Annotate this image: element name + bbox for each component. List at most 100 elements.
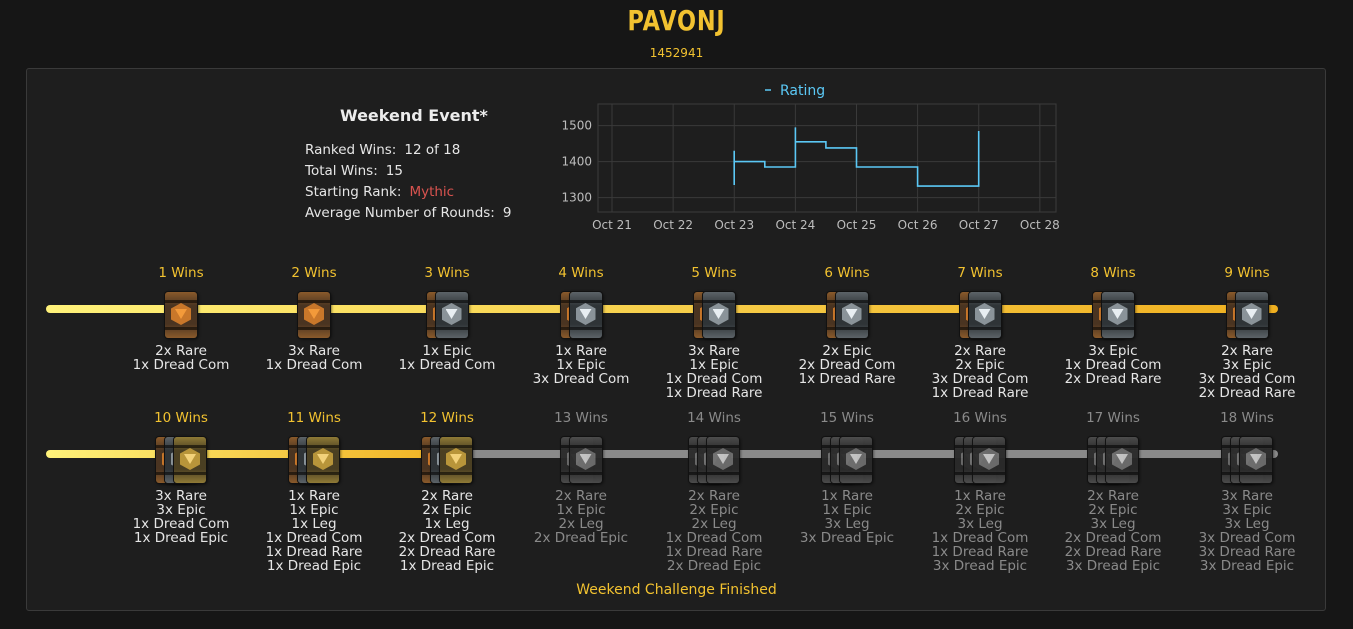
- reward-packs: [915, 427, 1045, 485]
- reward-packs: [649, 427, 779, 485]
- card-pack-icon: [569, 437, 602, 483]
- stat-label: Average Number of Rounds:: [305, 205, 495, 221]
- track-progress-filled: [46, 305, 1278, 313]
- reward-milestone[interactable]: 7 Wins 2x Rare 2x Epic 3x Dread Com 1x Dread…: [915, 264, 1045, 400]
- reward-item-line: 2x Dread Epic: [533, 530, 629, 546]
- card-pack-icon: [1240, 437, 1272, 483]
- chart-plot-frame: [597, 103, 1057, 213]
- chart-x-tick-label: Oct 24: [775, 218, 815, 232]
- reward-milestone[interactable]: 16 Wins 1x Rare 2x Epic 3x Leg 1x Dread Com 1…: [915, 409, 1045, 573]
- reward-item-line: 2x Epic: [422, 502, 472, 518]
- pack-strap: [1101, 300, 1134, 303]
- card-pack-icon: [569, 292, 602, 338]
- reward-item-line: 1x Rare: [954, 488, 1006, 504]
- pack-strap: [1101, 327, 1134, 330]
- reward-item-line: 3x Leg: [1224, 516, 1270, 532]
- event-panel: [26, 68, 1326, 611]
- reward-item-line: 3x Leg: [957, 516, 1003, 532]
- reward-item-line: 1x Epic: [556, 357, 606, 373]
- reward-milestone[interactable]: 9 Wins 2x Rare 3x Epic 3x Dread Com 2x Dread…: [1182, 264, 1312, 400]
- pack-triangle-icon: [579, 309, 592, 319]
- reward-milestone[interactable]: 5 Wins 3x Rare 1x Epic 1x Dread Com 1x Dread…: [649, 264, 779, 400]
- reward-items: 3x Epic 1x Dread Com 2x Dread Rare: [1048, 344, 1178, 386]
- reward-milestone[interactable]: 18 Wins 3x Rare 3x Epic 3x Leg 3x Dread Com 3…: [1182, 409, 1312, 573]
- reward-milestone[interactable]: 15 Wins 1x Rare 1x Epic 3x Leg 3x Dread Epic: [782, 409, 912, 545]
- card-pack-icon: [707, 437, 739, 483]
- pack-strap: [298, 327, 330, 330]
- reward-item-line: 2x Rare: [555, 488, 607, 504]
- reward-item-line: 3x Dread Epic: [1199, 558, 1295, 574]
- reward-item-line: 3x Dread Rare: [1198, 544, 1296, 560]
- pack-strap: [435, 327, 468, 330]
- footer-status: Weekend Challenge Finished: [576, 582, 777, 598]
- reward-wins-label: 13 Wins: [554, 410, 608, 426]
- reward-milestone[interactable]: 4 Wins 1x Rare 1x Epic 3x Dread Com: [516, 264, 646, 386]
- card-pack-icon: [1101, 292, 1134, 338]
- reward-milestone[interactable]: 8 Wins 3x Epic 1x Dread Com 2x Dread Rare: [1048, 264, 1178, 386]
- reward-item-line: 2x Rare: [954, 343, 1006, 359]
- reward-item-line: 2x Dread Com: [1064, 530, 1162, 546]
- card-pack-icon: [973, 437, 1005, 483]
- stat-value-rank: Mythic: [409, 184, 455, 200]
- reward-packs: [382, 427, 512, 485]
- reward-item-line: 1x Dread Com: [265, 357, 363, 373]
- reward-item-line: 1x Rare: [288, 488, 340, 504]
- reward-milestone[interactable]: 14 Wins 2x Rare 2x Epic 2x Leg 1x Dread Com 1…: [649, 409, 779, 573]
- pack-triangle-icon: [1111, 309, 1124, 319]
- reward-item-line: 1x Dread Com: [265, 530, 363, 546]
- pack-strap: [702, 327, 735, 330]
- card-pack-icon: [840, 437, 872, 483]
- reward-milestone[interactable]: 17 Wins 2x Rare 2x Epic 3x Leg 2x Dread Com 2…: [1048, 409, 1178, 573]
- reward-milestone[interactable]: 1 Wins 2x Rare 1x Dread Com: [116, 264, 246, 372]
- reward-items: 1x Rare 2x Epic 3x Leg 1x Dread Com 1x Dread…: [915, 489, 1045, 573]
- reward-milestone[interactable]: 2 Wins 3x Rare 1x Dread Com: [249, 264, 379, 372]
- stat-value: 9: [502, 205, 512, 221]
- reward-item-line: 2x Rare: [1221, 343, 1273, 359]
- reward-items: 3x Rare 3x Epic 3x Leg 3x Dread Com 3x Dread…: [1182, 489, 1312, 573]
- chart-x-tick-label: Oct 28: [1020, 218, 1060, 232]
- pack-triangle-icon: [450, 454, 462, 464]
- pack-strap: [307, 445, 339, 448]
- event-title: Weekend Event*: [340, 106, 488, 125]
- card-pack-icon: [835, 292, 868, 338]
- reward-item-line: 1x Dread Epic: [266, 558, 362, 574]
- reward-packs: [249, 282, 379, 340]
- reward-item-line: 1x Dread Com: [931, 530, 1029, 546]
- reward-item-line: 1x Epic: [556, 502, 606, 518]
- reward-milestone[interactable]: 12 Wins 2x Rare 2x Epic 1x Leg 2x Dread Com 2…: [382, 409, 512, 573]
- pack-triangle-icon: [308, 309, 320, 319]
- pack-triangle-icon: [445, 309, 458, 319]
- reward-wins-label: 14 Wins: [687, 410, 741, 426]
- reward-packs: [1182, 427, 1312, 485]
- chart-x-tick-label: Oct 26: [898, 218, 938, 232]
- reward-milestone[interactable]: 13 Wins 2x Rare 1x Epic 2x Leg 2x Dread Epic: [516, 409, 646, 545]
- player-id: 1452941: [649, 46, 704, 60]
- card-pack-icon: [1235, 292, 1268, 338]
- reward-item-line: 3x Rare: [155, 488, 207, 504]
- card-pack-icon: [165, 292, 197, 338]
- chart-x-tick-label: Oct 21: [592, 218, 632, 232]
- reward-wins-label: 12 Wins: [420, 410, 474, 426]
- reward-item-line: 2x Leg: [558, 516, 604, 532]
- reward-item-line: 1x Epic: [422, 343, 472, 359]
- pack-strap: [968, 300, 1001, 303]
- chart-x-tick-label: Oct 25: [837, 218, 877, 232]
- reward-item-line: 2x Epic: [955, 357, 1005, 373]
- reward-item-line: 2x Rare: [1087, 488, 1139, 504]
- reward-milestone[interactable]: 11 Wins 1x Rare 1x Epic 1x Leg 1x Dread Com 1…: [249, 409, 379, 573]
- pack-strap: [569, 445, 602, 448]
- stat-average-rounds: Average Number of Rounds: 9: [305, 205, 511, 221]
- pack-strap: [973, 445, 1005, 448]
- reward-packs: [382, 282, 512, 340]
- reward-milestone[interactable]: 6 Wins 2x Epic 2x Dread Com 1x Dread Rare: [782, 264, 912, 386]
- reward-packs: [782, 282, 912, 340]
- reward-packs: [915, 282, 1045, 340]
- pack-strap: [840, 472, 872, 475]
- reward-item-line: 2x Dread Rare: [398, 544, 496, 560]
- reward-packs: [782, 427, 912, 485]
- reward-milestone[interactable]: 3 Wins 1x Epic 1x Dread Com: [382, 264, 512, 372]
- stat-label: Starting Rank:: [305, 184, 402, 200]
- reward-milestone[interactable]: 10 Wins 3x Rare 3x Epic 1x Dread Com 1x Drea…: [116, 409, 246, 545]
- reward-item-line: 1x Epic: [689, 357, 739, 373]
- card-pack-icon: [702, 292, 735, 338]
